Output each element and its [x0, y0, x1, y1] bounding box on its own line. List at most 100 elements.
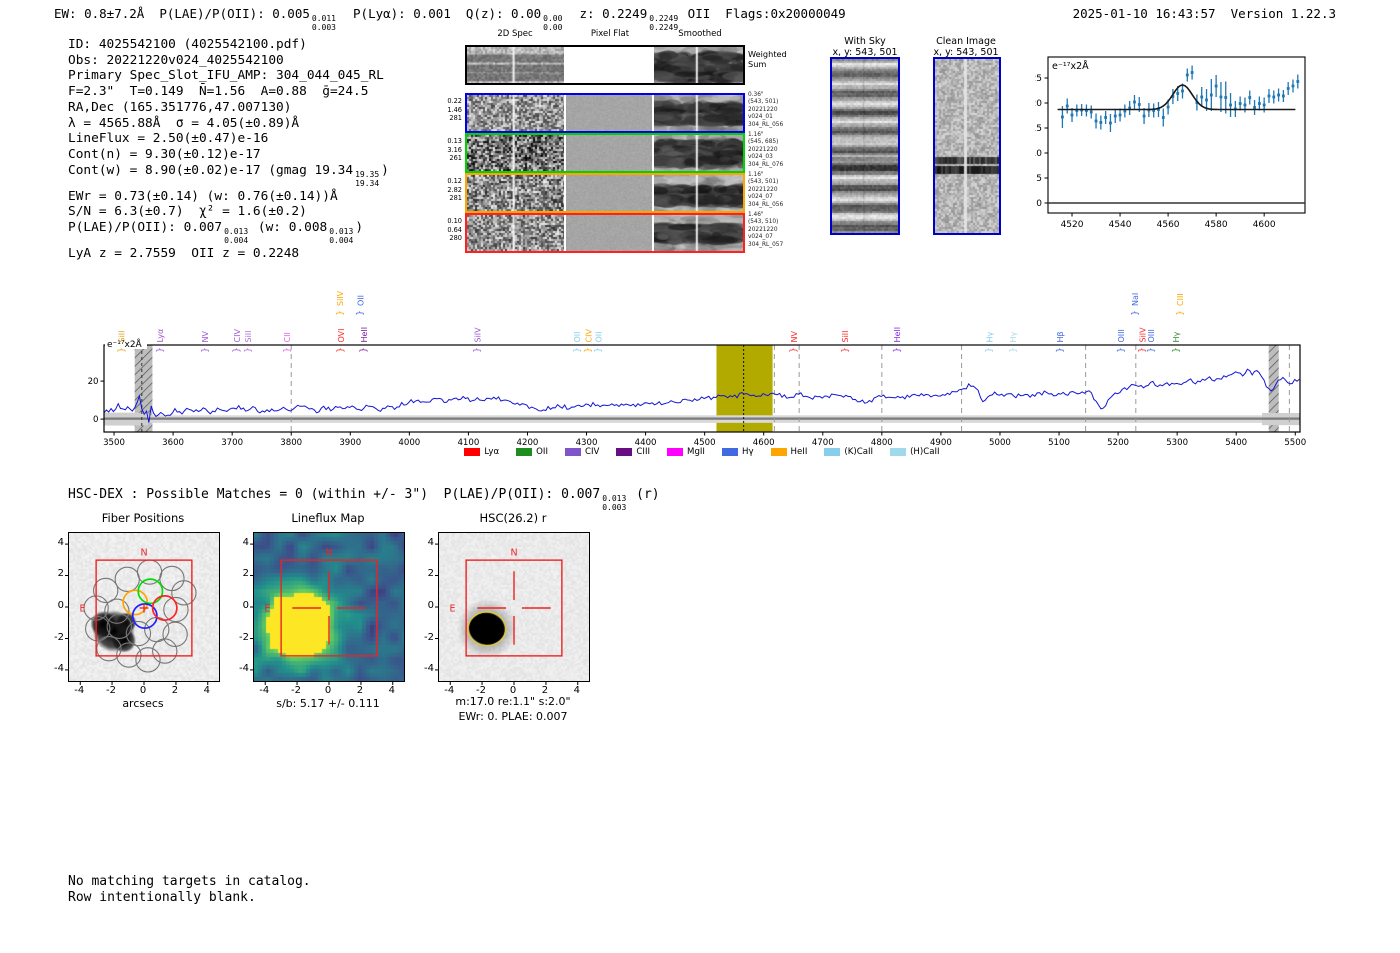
svg-text:NV: NV: [201, 331, 210, 343]
clean-image: [933, 57, 1001, 235]
svg-text:{: {: [334, 310, 344, 316]
uncertainty-stack: 0.013 0.003: [600, 495, 628, 513]
hsc-caption-1: m:17.0 re:1.1" s:2.0": [418, 695, 608, 708]
spec2d-row-left-labels: 0.22 1.46 281: [438, 97, 462, 123]
svg-text:NV: NV: [790, 331, 799, 343]
svg-text:{: {: [116, 347, 126, 353]
tick-label: 2: [347, 685, 373, 696]
lineflux-map-image: NE: [253, 532, 405, 682]
full-spectrum-chart: 3500 3600 3700 3800 3900 4000 4100 4200 4300 4400…: [75, 258, 1330, 453]
emission-line-label: {Lyα: [154, 329, 165, 353]
svg-text:20: 20: [88, 377, 99, 387]
summary-line: S/N = 6.3(±0.7) χ² = 1.6(±0.2): [68, 204, 389, 220]
spec2d-column-header: Pixel Flat: [560, 29, 660, 39]
fiber-positions-overlay: NE: [69, 533, 219, 681]
summary-line: λ = 4565.88Å σ = 4.05(±0.89)Å: [68, 116, 389, 132]
cleanimage-title: Clean Image x, y: 543, 501: [911, 36, 1021, 58]
svg-text:OIII: OIII: [1147, 329, 1156, 342]
legend-item: OII: [516, 447, 548, 457]
tick-label: 0: [315, 685, 341, 696]
emission-line-label: {NV: [199, 331, 210, 353]
fiber-positions-image: NE: [68, 532, 220, 682]
svg-text:SiII: SiII: [841, 330, 850, 342]
svg-text:Hγ: Hγ: [1009, 331, 1018, 342]
spec2d-row-right-labels: 1.16" (545, 685) 20221220 v024_03 304_RL_076: [748, 132, 810, 169]
emission-line-label: {OII: [571, 331, 582, 352]
svg-text:{: {: [891, 347, 901, 353]
weighted-sum-label: Weighted Sum: [748, 50, 800, 69]
tick-label: 2: [44, 568, 64, 579]
legend-item: Hγ: [722, 447, 754, 457]
tick-label: -2: [98, 685, 124, 696]
fiber-positions-title: Fiber Positions: [68, 511, 218, 525]
header-timestamp: 2025-01-10 16:43:57 Version 1.22.3: [1073, 6, 1336, 21]
emission-line-label: { SiIV: [471, 327, 482, 353]
spec2d-row-left-labels: 0.12 2.82 281: [438, 177, 462, 203]
summary-line: ID: 4025542100 (4025542100.pdf): [68, 37, 389, 53]
svg-text:{: {: [788, 347, 798, 353]
spec2d-row-right-labels: 1.46" (543, 510) 20221220 v024_07 304_RL_057: [748, 212, 810, 249]
legend-swatch: [824, 448, 840, 456]
fiber-circle: [107, 614, 131, 638]
spec2d-row: [465, 173, 745, 213]
svg-text:OII: OII: [573, 331, 582, 342]
svg-text:OII: OII: [356, 295, 365, 306]
spec2d-row: [465, 93, 745, 133]
lineflux-map-overlay: NE: [254, 533, 404, 681]
svg-text:HeII: HeII: [360, 327, 369, 343]
svg-text:SiII: SiII: [244, 330, 253, 342]
svg-text:{: {: [1007, 347, 1017, 353]
svg-text:{: {: [582, 347, 592, 353]
legend-swatch: [771, 448, 787, 456]
emission-line-label: {CIII: [1174, 293, 1185, 316]
legend-swatch: [464, 448, 480, 456]
summary-line: Cont(w) = 8.90(±0.02)e-17 (gmag 19.34 19.…: [68, 163, 389, 189]
svg-text:4520: 4520: [1061, 220, 1084, 230]
svg-text:15: 15: [1035, 124, 1042, 134]
svg-text:{: {: [1145, 347, 1155, 353]
svg-text:5: 5: [1036, 174, 1042, 184]
emission-line-label: { Hγ: [1007, 331, 1018, 352]
footer-notes: No matching targets in catalog. Row inten…: [68, 874, 311, 905]
emission-line-label: { NV: [788, 331, 799, 353]
uncertainty-stack: 19.35 19.34: [353, 171, 381, 189]
tick-label: 4: [414, 537, 434, 548]
tick-label: 0: [229, 600, 249, 611]
emission-line-label: {OII: [354, 295, 365, 316]
uncertainty-stack: 0.013 0.004: [327, 228, 355, 246]
fiber-circle: [163, 622, 187, 646]
svg-text:{: {: [281, 347, 291, 353]
tick-label: -4: [251, 685, 277, 696]
svg-text:{: {: [1054, 347, 1064, 353]
tick-label: 4: [379, 685, 405, 696]
svg-text:{: {: [242, 347, 252, 353]
svg-text:CIII: CIII: [1176, 293, 1185, 306]
hsc-cutout-image: NE: [438, 532, 590, 682]
svg-text:{: {: [839, 347, 849, 353]
summary-line: LineFlux = 2.50(±0.47)e-16: [68, 131, 389, 147]
svg-text:SiIV: SiIV: [473, 327, 482, 343]
fiber-circle: [145, 617, 169, 641]
spec2d-row: [465, 133, 745, 173]
svg-text:CIV: CIV: [584, 329, 593, 343]
svg-text:CII: CII: [283, 332, 292, 342]
svg-text:{: {: [335, 347, 345, 353]
tick-label: -4: [229, 663, 249, 674]
legend-item: Lyα: [464, 447, 499, 457]
footer-line: No matching targets in catalog.: [68, 874, 311, 890]
source-aperture-ellipse: [468, 612, 506, 646]
hsc-dex-line: HSC-DEX : Possible Matches = 0 (within +…: [68, 487, 660, 513]
summary-line: Primary Spec_Slot_IFU_AMP: 304_044_045_R…: [68, 68, 389, 84]
legend-swatch: [890, 448, 906, 456]
svg-text:SiIV: SiIV: [336, 290, 345, 306]
emission-line-label: {HeII: [891, 327, 902, 353]
svg-text:OIII: OIII: [1117, 329, 1126, 342]
svg-text:CIV: CIV: [233, 329, 242, 343]
svg-text:{: {: [1129, 310, 1139, 316]
emission-line-label: {Hγ: [983, 331, 994, 352]
emission-line-label: { CIV: [582, 329, 593, 353]
svg-text:20: 20: [1035, 99, 1042, 109]
summary-line: P(LAE)/P(OII): 0.007 0.013 0.004 (w: 0.008…: [68, 220, 389, 246]
svg-text:OVI: OVI: [337, 329, 346, 343]
svg-text:{: {: [471, 347, 481, 353]
